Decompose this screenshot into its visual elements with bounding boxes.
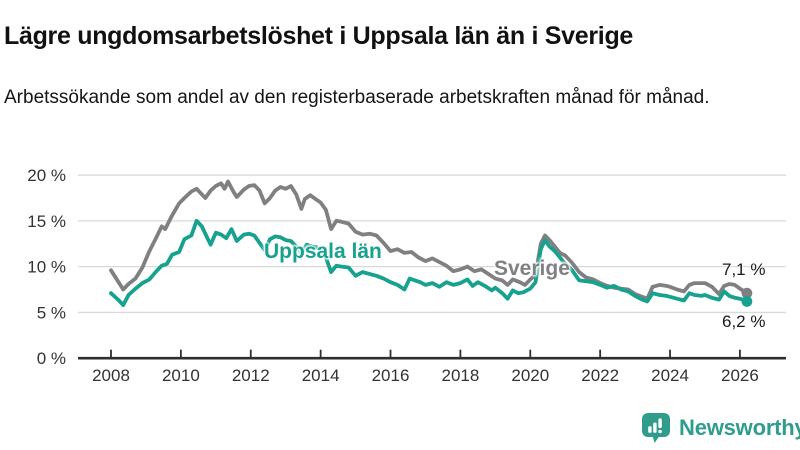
- x-tick-label-2026: 2026: [721, 366, 759, 385]
- x-tick-label-2020: 2020: [511, 366, 549, 385]
- series-line-sverige: [109, 179, 749, 301]
- x-tick-label-2008: 2008: [92, 366, 130, 385]
- series-end-dot-uppsala-l-n: [741, 296, 753, 307]
- y-tick-label-15: 15 %: [27, 212, 66, 231]
- page-title: Lägre ungdomsarbetslöshet i Uppsala län …: [4, 21, 634, 50]
- y-tick-label-10: 10 %: [27, 258, 66, 277]
- series-label-sverige: Sverige: [494, 257, 570, 280]
- chart-subtitle: Arbetssökande som andel av den registerb…: [4, 87, 710, 108]
- x-tick-label-2014: 2014: [302, 366, 340, 385]
- x-tick-label-2010: 2010: [162, 366, 200, 385]
- y-tick-label-5: 5 %: [37, 303, 66, 322]
- line-chart: 2008 2010 2012 2014 2016 2018 2020 2022 2024 2026…: [27, 166, 786, 385]
- end-value-uppsala-lan: 6,2 %: [722, 312, 766, 331]
- series-label-uppsala-lan: Uppsala län: [264, 240, 382, 263]
- x-tick-label-2016: 2016: [372, 366, 410, 385]
- x-tick-label-2022: 2022: [581, 366, 619, 385]
- brand-name: Newsworthy: [679, 415, 800, 440]
- x-tick-label-2018: 2018: [441, 366, 479, 385]
- series-line-uppsala-l-n: [109, 218, 749, 308]
- x-tick-label-2012: 2012: [232, 366, 270, 385]
- newsworthy-icon: [642, 413, 670, 443]
- brand-logo: Newsworthy: [641, 412, 800, 444]
- series-end-dot-sverige: [741, 287, 753, 299]
- end-value-sverige: 7,1 %: [722, 260, 766, 279]
- y-tick-label-0: 0 %: [37, 349, 66, 368]
- y-tick-label-20: 20 %: [27, 166, 66, 185]
- x-tick-label-2024: 2024: [651, 366, 689, 385]
